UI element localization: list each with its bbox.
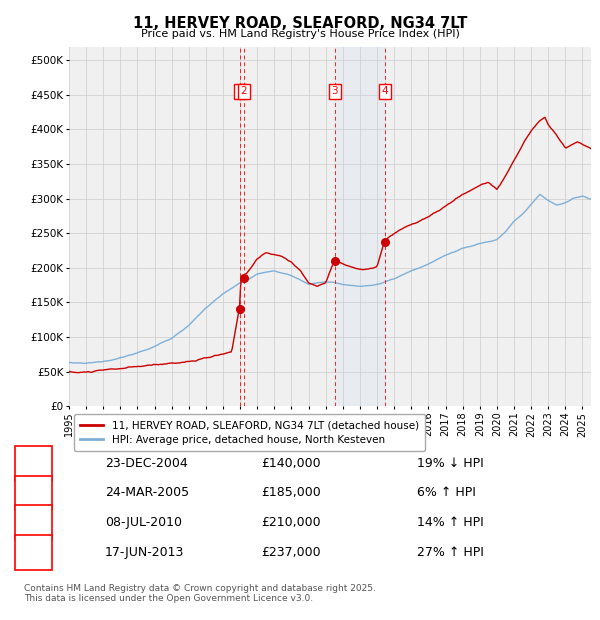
Text: 1: 1 xyxy=(29,457,38,469)
Text: Price paid vs. HM Land Registry's House Price Index (HPI): Price paid vs. HM Land Registry's House … xyxy=(140,29,460,39)
Text: 08-JUL-2010: 08-JUL-2010 xyxy=(105,516,182,529)
Text: 14% ↑ HPI: 14% ↑ HPI xyxy=(417,516,484,529)
Text: 3: 3 xyxy=(29,516,38,529)
Text: 2: 2 xyxy=(241,86,247,97)
Text: 23-DEC-2004: 23-DEC-2004 xyxy=(105,457,188,469)
Text: 4: 4 xyxy=(29,546,38,559)
Text: 24-MAR-2005: 24-MAR-2005 xyxy=(105,487,189,499)
Text: 3: 3 xyxy=(331,86,338,97)
Text: £237,000: £237,000 xyxy=(261,546,320,559)
Text: Contains HM Land Registry data © Crown copyright and database right 2025.
This d: Contains HM Land Registry data © Crown c… xyxy=(24,584,376,603)
Text: 19% ↓ HPI: 19% ↓ HPI xyxy=(417,457,484,469)
Text: 11, HERVEY ROAD, SLEAFORD, NG34 7LT: 11, HERVEY ROAD, SLEAFORD, NG34 7LT xyxy=(133,16,467,30)
Legend: 11, HERVEY ROAD, SLEAFORD, NG34 7LT (detached house), HPI: Average price, detach: 11, HERVEY ROAD, SLEAFORD, NG34 7LT (det… xyxy=(74,414,425,451)
Text: 17-JUN-2013: 17-JUN-2013 xyxy=(105,546,184,559)
Text: 27% ↑ HPI: 27% ↑ HPI xyxy=(417,546,484,559)
Text: £140,000: £140,000 xyxy=(261,457,320,469)
Text: 1: 1 xyxy=(236,86,243,97)
Bar xyxy=(335,46,385,406)
Text: 4: 4 xyxy=(382,86,388,97)
Text: £210,000: £210,000 xyxy=(261,516,320,529)
Text: 6% ↑ HPI: 6% ↑ HPI xyxy=(417,487,476,499)
Text: £185,000: £185,000 xyxy=(261,487,321,499)
Text: 2: 2 xyxy=(29,487,38,499)
